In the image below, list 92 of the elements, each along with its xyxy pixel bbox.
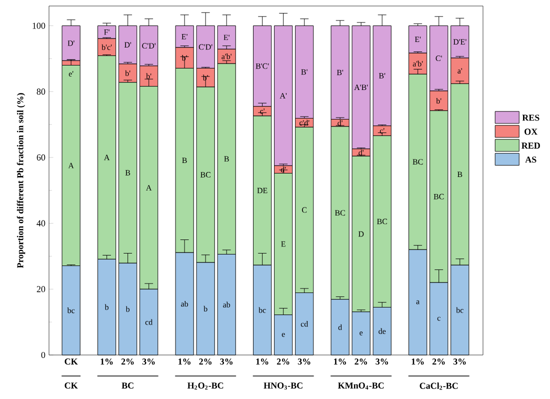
data-label: D' <box>124 42 132 48</box>
data-label: D'E' <box>453 39 466 45</box>
x-tick-label: 3% <box>220 358 232 365</box>
x-tick-label: 3% <box>142 358 155 365</box>
data-label: B'C' <box>256 63 269 69</box>
text: KMnO$_{4}$-BC <box>338 382 384 390</box>
data-label: a'b' <box>222 54 232 60</box>
data-label: a' <box>458 68 462 74</box>
x-tick-label: 2% <box>276 358 290 365</box>
x-tick-label: 3% <box>298 358 310 365</box>
x-tick-label: 1% <box>256 358 268 365</box>
x-tick-label: 2% <box>199 358 212 365</box>
data-label: de <box>378 328 386 334</box>
data-label: bc <box>258 307 266 313</box>
y-tick-label: 80 <box>36 88 46 95</box>
data-label: E' <box>414 36 421 42</box>
data-label: E' <box>224 34 230 40</box>
data-label: bc <box>456 307 464 313</box>
legend-label: RED <box>522 142 540 149</box>
x-tick-label: 1% <box>100 358 113 365</box>
data-label: A <box>68 162 74 168</box>
y-tick-label: 60 <box>36 154 46 160</box>
data-label: C <box>302 207 307 213</box>
x-tick-label: CK <box>64 358 78 365</box>
x-tick-label: 1% <box>334 358 346 365</box>
data-label: BC <box>377 218 388 224</box>
data-label: cd <box>145 319 153 325</box>
text: BC <box>122 382 134 389</box>
data-label: b' <box>146 73 152 79</box>
text: H$_{2}$O$_{2}$-BC <box>187 382 224 390</box>
x-tick-label: 1% <box>178 358 190 365</box>
data-label: cd <box>300 321 308 327</box>
x-tick-label: 3% <box>453 358 466 365</box>
data-label: c <box>437 316 440 321</box>
data-label: BC <box>434 194 444 200</box>
x-tick-label: 2% <box>354 358 368 365</box>
data-label: bc <box>67 308 75 314</box>
data-label: B' <box>301 69 308 75</box>
data-label: d' <box>358 150 364 156</box>
x-tick-label: 1% <box>412 358 424 365</box>
data-label: d <box>338 324 342 330</box>
data-label: BC <box>334 210 345 216</box>
data-label: e <box>360 332 363 336</box>
data-label: A <box>104 154 110 160</box>
data-label: B' <box>378 73 386 78</box>
data-label: c'd' <box>299 120 310 126</box>
text: HNO$_{3}$-BC <box>264 382 302 390</box>
text: CaCl$_{2}$-BC <box>420 382 458 390</box>
data-label: B' <box>336 70 344 76</box>
data-label: C' <box>436 56 442 62</box>
data-label: a <box>416 300 420 304</box>
data-label: b' <box>125 70 130 76</box>
data-label: b <box>104 304 109 310</box>
data-label: C'D' <box>198 44 212 50</box>
legend-label: RES <box>522 114 540 121</box>
data-label: B <box>224 156 229 162</box>
x-tick-label: 2% <box>121 358 134 365</box>
data-label: BC <box>200 172 210 178</box>
data-label: A' <box>280 93 287 98</box>
y-tick-label: 20 <box>36 286 46 292</box>
data-label: F' <box>104 30 110 35</box>
legend-label: OX <box>524 128 538 135</box>
data-label: b'c' <box>102 44 112 50</box>
data-label: ab <box>181 300 188 307</box>
x-tick-label: 2% <box>432 358 445 365</box>
y-tick-label: 0 <box>41 352 46 358</box>
data-label: A <box>146 185 152 190</box>
data-label: a'b' <box>412 60 423 66</box>
data-label: E' <box>182 34 188 40</box>
legend-label: AS <box>525 156 536 163</box>
x-tick-label: 3% <box>376 358 388 365</box>
data-label: e' <box>68 71 74 76</box>
data-label: E <box>281 241 286 247</box>
y-tick-label: 100 <box>32 22 46 29</box>
data-label: BC <box>412 159 423 165</box>
data-label: b <box>204 306 208 312</box>
data-label: DE <box>257 188 268 194</box>
data-label: d' <box>338 120 342 126</box>
data-label: B <box>457 172 462 178</box>
data-label: b' <box>436 98 442 104</box>
data-label: e <box>282 332 285 337</box>
data-label: ab <box>223 302 230 308</box>
y-axis-title: Proportion of different Pb fraction in soil (%) <box>16 93 26 268</box>
data-label: b <box>126 306 130 312</box>
y-tick-label: 40 <box>36 220 46 226</box>
data-label: D <box>358 231 364 237</box>
data-label: C'D' <box>142 43 156 49</box>
data-label: B <box>182 158 187 164</box>
text: CK <box>64 382 78 389</box>
data-label: D' <box>68 40 74 46</box>
data-label: A'B' <box>354 84 368 90</box>
data-label: B <box>125 170 130 176</box>
